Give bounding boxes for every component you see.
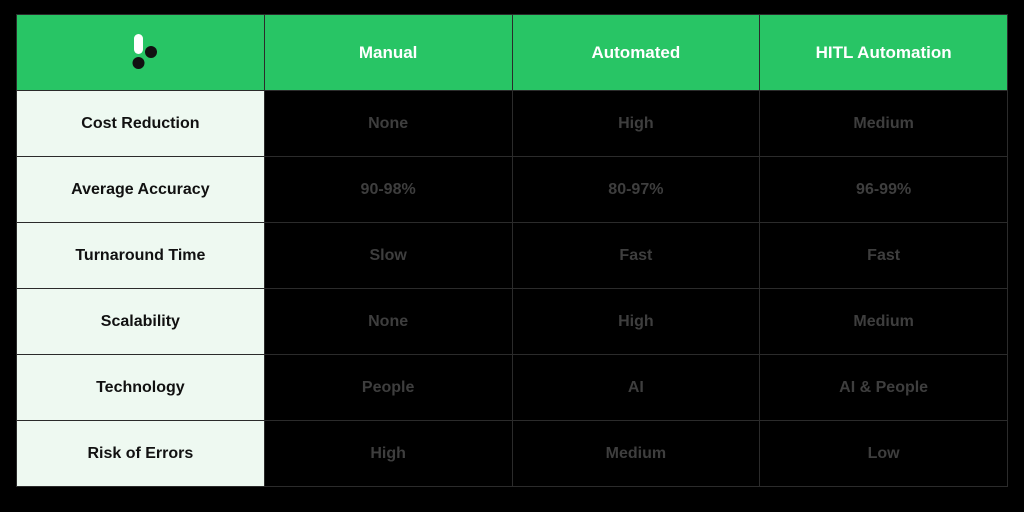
table-body: Cost Reduction None High Medium Average … xyxy=(17,91,1008,487)
row-label: Average Accuracy xyxy=(17,157,265,223)
row-label: Technology xyxy=(17,355,265,421)
table-cell: AI xyxy=(512,355,760,421)
col-header-hitl: HITL Automation xyxy=(760,15,1008,91)
table-cell: Low xyxy=(760,421,1008,487)
table-row: Average Accuracy 90-98% 80-97% 96-99% xyxy=(17,157,1008,223)
table-cell: High xyxy=(512,91,760,157)
row-label: Scalability xyxy=(17,289,265,355)
table-cell: Fast xyxy=(512,223,760,289)
table-row: Technology People AI AI & People xyxy=(17,355,1008,421)
table-cell: High xyxy=(264,421,512,487)
brand-k-icon xyxy=(113,30,167,76)
table-cell: None xyxy=(264,289,512,355)
table-cell: Medium xyxy=(512,421,760,487)
table-header-row: Manual Automated HITL Automation xyxy=(17,15,1008,91)
table-cell: Medium xyxy=(760,289,1008,355)
table-row: Risk of Errors High Medium Low xyxy=(17,421,1008,487)
col-header-manual: Manual xyxy=(264,15,512,91)
comparison-table: Manual Automated HITL Automation Cost Re… xyxy=(16,14,1008,487)
row-label: Risk of Errors xyxy=(17,421,265,487)
table-row: Scalability None High Medium xyxy=(17,289,1008,355)
table-cell: 96-99% xyxy=(760,157,1008,223)
col-header-automated: Automated xyxy=(512,15,760,91)
table-cell: 80-97% xyxy=(512,157,760,223)
table-row: Cost Reduction None High Medium xyxy=(17,91,1008,157)
table-cell: People xyxy=(264,355,512,421)
table-cell: None xyxy=(264,91,512,157)
table-header-logo xyxy=(17,15,265,91)
table-cell: High xyxy=(512,289,760,355)
table-cell: AI & People xyxy=(760,355,1008,421)
row-label: Cost Reduction xyxy=(17,91,265,157)
table-cell: Fast xyxy=(760,223,1008,289)
table-cell: 90-98% xyxy=(264,157,512,223)
table-row: Turnaround Time Slow Fast Fast xyxy=(17,223,1008,289)
row-label: Turnaround Time xyxy=(17,223,265,289)
table-cell: Medium xyxy=(760,91,1008,157)
comparison-table-container: Manual Automated HITL Automation Cost Re… xyxy=(0,0,1024,501)
table-cell: Slow xyxy=(264,223,512,289)
